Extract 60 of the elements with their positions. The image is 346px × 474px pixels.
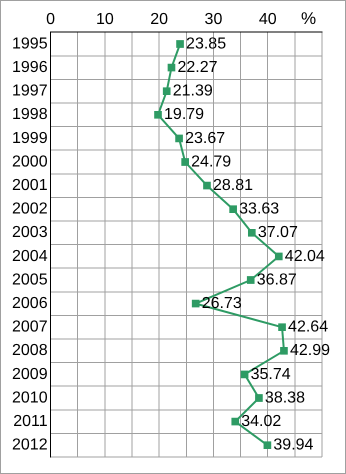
y-tick-label: 2007: [12, 318, 48, 336]
point: [246, 276, 255, 284]
y-tick-label: 2010: [12, 389, 48, 406]
point: [181, 158, 189, 166]
point: [176, 40, 184, 48]
data-label: 26.73: [202, 295, 242, 312]
y-tick-label: 2002: [12, 200, 48, 218]
y-tick-label: 2008: [12, 342, 48, 360]
y-tick-label: 2000: [12, 153, 48, 170]
data-label: 24.79: [191, 153, 232, 170]
point: [231, 418, 240, 426]
data-label: 37.07: [258, 224, 298, 242]
y-tick-label: 2011: [13, 413, 48, 430]
y-tick-label: 2012: [12, 436, 48, 454]
y-tick-label: 2001: [12, 177, 48, 194]
point: [240, 370, 248, 378]
point: [192, 300, 200, 308]
data-label: 34.02: [241, 413, 282, 430]
x-tick-label: 20: [150, 11, 168, 28]
x-tick-label: 40: [258, 11, 277, 28]
x-axis-title: %: [301, 9, 316, 29]
data-label: 19.79: [164, 106, 204, 124]
point: [248, 228, 256, 237]
data-label: 39.94: [273, 436, 314, 454]
point: [229, 205, 237, 214]
point: [175, 134, 183, 142]
y-tick-label: 1999: [12, 130, 48, 147]
y-tick-label: 1995: [12, 35, 48, 52]
point: [255, 394, 263, 402]
data-label: 38.38: [264, 389, 306, 406]
y-tick-label: 2009: [12, 366, 48, 383]
point: [162, 87, 171, 96]
data-label: 21.39: [172, 82, 213, 100]
data-label: 33.63: [239, 200, 280, 218]
y-tick-label: 1996: [12, 59, 48, 76]
y-tick-label: 2003: [12, 224, 48, 242]
point: [274, 252, 283, 260]
data-label: 23.85: [186, 35, 226, 52]
data-label: 35.74: [250, 366, 291, 383]
y-tick-label: 2004: [12, 248, 48, 265]
point: [154, 110, 162, 119]
point: [168, 64, 176, 72]
data-label: 23.67: [185, 130, 226, 147]
x-tick-label: 0: [46, 11, 56, 28]
data-label: 36.87: [256, 271, 297, 288]
data-label: 42.04: [284, 248, 325, 265]
x-tick-label: 30: [204, 11, 222, 28]
point: [280, 346, 288, 355]
point: [203, 182, 211, 190]
data-label: 42.99: [290, 342, 330, 360]
y-tick-label: 2005: [12, 271, 48, 288]
y-tick-label: 1997: [12, 82, 48, 100]
y-tick-label: 2006: [12, 295, 48, 312]
x-tick-label: 10: [96, 11, 114, 28]
data-label: 22.27: [177, 59, 218, 76]
data-label: 42.64: [288, 318, 328, 336]
point: [264, 441, 272, 450]
data-label: 28.81: [212, 177, 254, 194]
y-tick-label: 1998: [12, 106, 48, 124]
point: [278, 323, 286, 332]
